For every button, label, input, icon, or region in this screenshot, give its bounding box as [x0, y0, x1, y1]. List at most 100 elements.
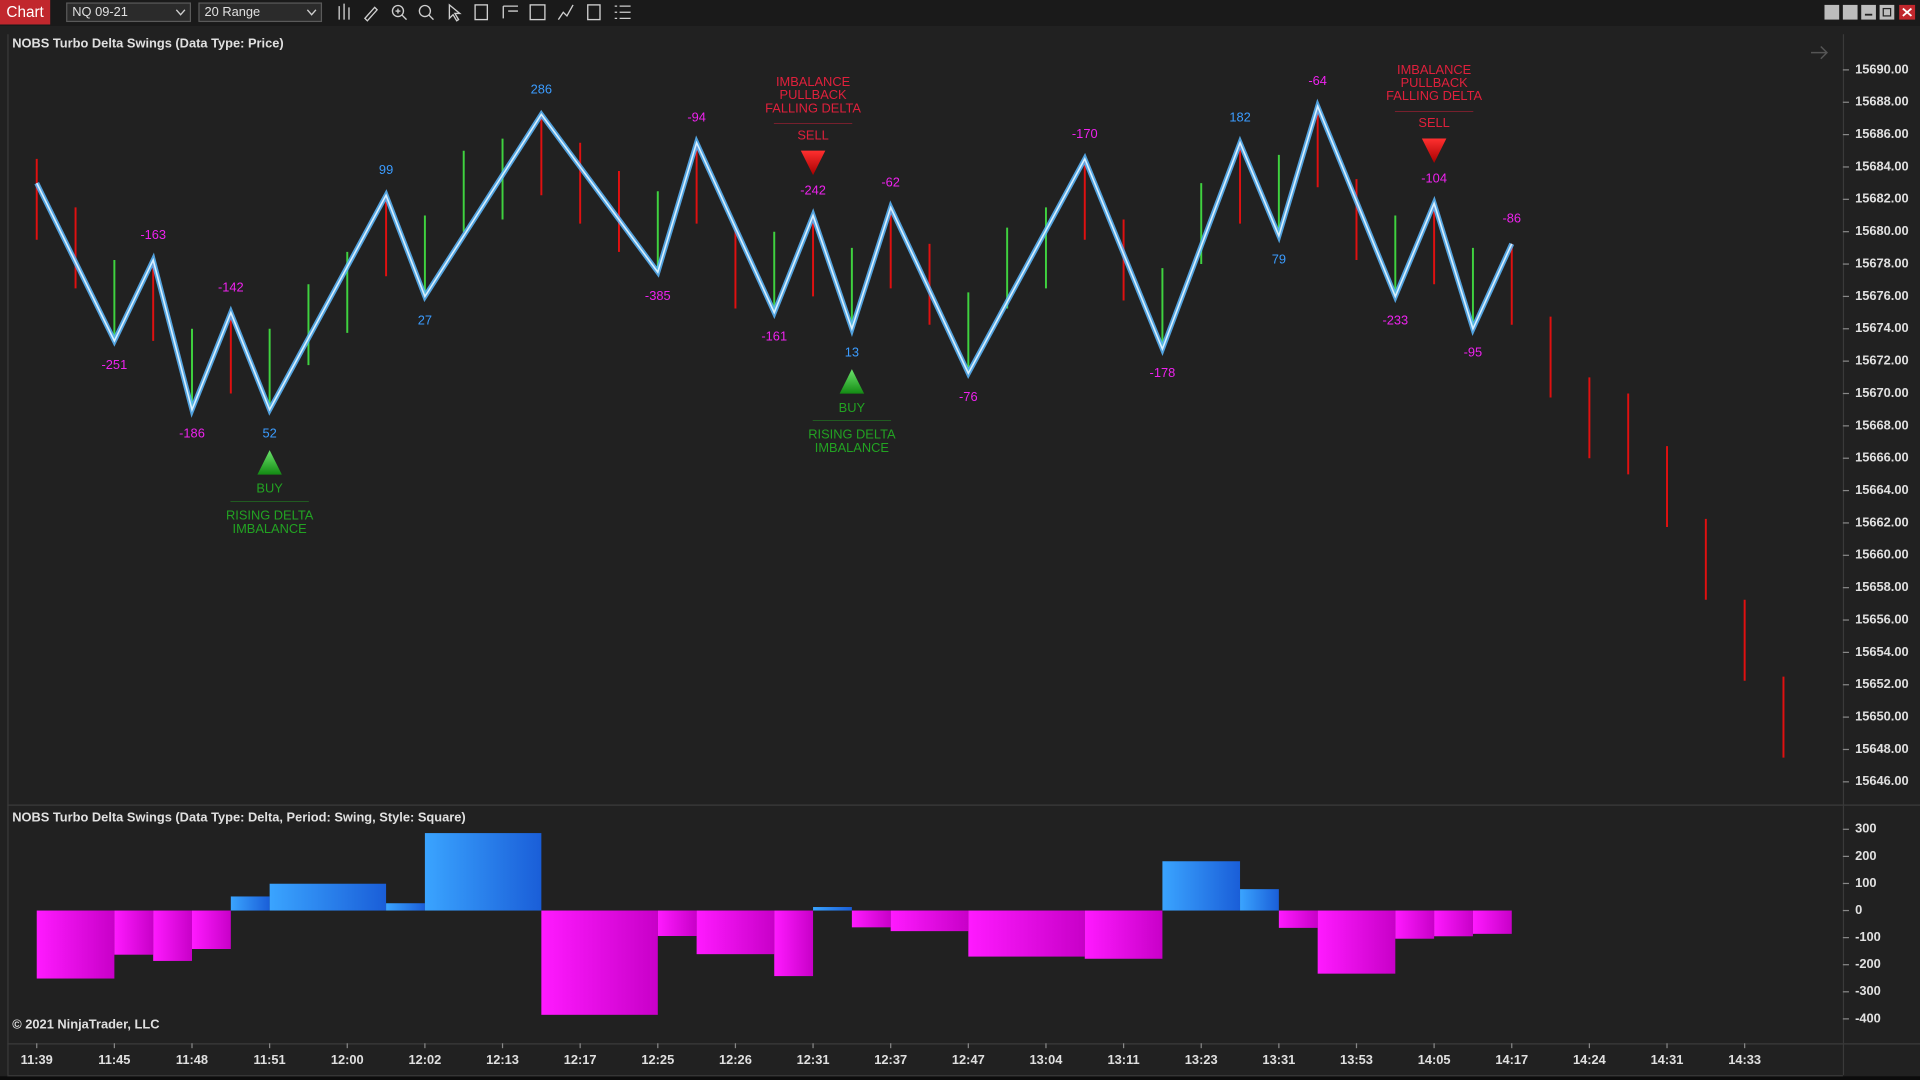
x-tick-label: 13:04	[1030, 1052, 1064, 1067]
x-tick-label: 11:39	[21, 1052, 53, 1067]
bar-type-text: 20 Range	[204, 4, 260, 19]
x-tick-label: 11:51	[254, 1052, 286, 1067]
signal-text: FALLING DELTA	[1386, 88, 1482, 103]
swing-delta-label: -385	[645, 288, 671, 303]
tile-button[interactable]	[1824, 4, 1840, 20]
delta-bar	[1084, 910, 1163, 959]
y-tick-label: 15652.00	[1855, 676, 1909, 691]
x-tick-label: 12:17	[564, 1052, 597, 1067]
strategies-icon[interactable]	[557, 4, 574, 20]
zoom-in-icon[interactable]	[391, 4, 405, 18]
data-box-icon[interactable]	[474, 4, 489, 21]
y-tick-label: 15648.00	[1855, 741, 1909, 756]
y-tick-label: 15680.00	[1855, 223, 1909, 238]
swing-delta-label: -161	[761, 328, 787, 343]
delta-bar	[813, 907, 852, 911]
swing-delta-label: -95	[1464, 345, 1483, 360]
swing-delta-label: 13	[845, 345, 859, 360]
delta-bar	[153, 910, 192, 961]
window-controls	[1824, 4, 1916, 20]
delta-bar	[774, 910, 814, 977]
y-tick-label: 15664.00	[1855, 482, 1909, 497]
bars-icon[interactable]	[338, 3, 350, 20]
x-tick-label: 12:13	[486, 1052, 519, 1067]
x-tick-label: 12:25	[641, 1052, 674, 1067]
y-tick-label: 15690.00	[1855, 61, 1909, 76]
y-tick-label: 15668.00	[1855, 417, 1909, 432]
swing-delta-label: -142	[218, 279, 244, 294]
x-tick-label: 12:31	[797, 1052, 830, 1067]
swing-delta-label: -163	[140, 227, 166, 242]
x-tick-label: 14:33	[1728, 1052, 1761, 1067]
x-tick-label: 12:47	[952, 1052, 985, 1067]
x-tick-label: 14:24	[1573, 1052, 1607, 1067]
swing-delta-label: -170	[1072, 126, 1098, 141]
maximize-button[interactable]	[1879, 4, 1895, 20]
y-tick-label: -200	[1855, 956, 1881, 971]
signal-arrow	[839, 369, 865, 394]
bar-type-select[interactable]	[198, 2, 323, 23]
app-label: Chart	[6, 4, 44, 21]
x-tick-label: 13:11	[1108, 1052, 1140, 1067]
swing-delta-label: 52	[262, 426, 276, 441]
minimize-button[interactable]	[1861, 4, 1876, 20]
swing-delta-label: -251	[102, 357, 128, 372]
x-tick-label: 12:00	[331, 1052, 364, 1067]
signal-type: BUY	[839, 400, 866, 415]
y-tick-label: 15662.00	[1855, 514, 1909, 529]
zoom-in-detail	[395, 8, 408, 21]
swing-delta-label: -186	[179, 426, 205, 441]
y-tick-label: -400	[1855, 1010, 1881, 1025]
list-icon[interactable]	[614, 5, 631, 20]
signal-text: FALLING DELTA	[765, 100, 861, 115]
close-glyph	[1902, 7, 1913, 17]
y-tick-label: 15686.00	[1855, 126, 1909, 141]
x-tick-label: 13:53	[1340, 1052, 1373, 1067]
maximize-glyph	[1882, 7, 1892, 17]
draw-icon[interactable]	[363, 6, 379, 22]
y-tick-label: 15658.00	[1855, 579, 1909, 594]
zoom-out-icon[interactable]	[418, 4, 432, 18]
delta-bar	[968, 910, 1085, 957]
swing-delta-label: -242	[800, 182, 826, 197]
y-tick-label: 15656.00	[1855, 611, 1909, 626]
signal-arrow	[1421, 138, 1447, 163]
delta-bar	[1472, 910, 1512, 934]
instrument-text: NQ 09-21	[72, 4, 128, 19]
delta-bar	[1162, 861, 1241, 911]
delta-bar	[386, 903, 425, 911]
swing-delta-label: 182	[1229, 110, 1250, 125]
x-tick-label: 14:17	[1495, 1052, 1528, 1067]
delta-bar	[657, 910, 697, 937]
x-tick-label: 12:02	[408, 1052, 441, 1067]
swing-delta-label: 99	[379, 162, 393, 177]
swing-delta-label: -94	[687, 110, 706, 125]
y-tick-label: 15672.00	[1855, 353, 1909, 368]
scroll-arrow[interactable]	[1811, 46, 1828, 60]
x-tick-label: 11:45	[98, 1052, 130, 1067]
chevron	[175, 9, 186, 16]
y-tick-label: 15666.00	[1855, 450, 1909, 465]
y-tick-label: -100	[1855, 929, 1881, 944]
y-tick-label: 15684.00	[1855, 158, 1909, 173]
y-tick-label: 15654.00	[1855, 644, 1909, 659]
swing-delta-label: -178	[1150, 365, 1176, 380]
y-tick-label: 200	[1855, 848, 1876, 863]
scale-icon[interactable]	[502, 5, 518, 19]
indicators-icon[interactable]	[529, 4, 546, 21]
properties-icon[interactable]	[587, 4, 601, 21]
pointer-icon[interactable]	[448, 3, 462, 22]
swing-delta-label: -233	[1382, 312, 1408, 327]
tile-button[interactable]	[1842, 4, 1858, 20]
signal-text: IMBALANCE	[1397, 62, 1472, 77]
signal-text: RISING DELTA	[808, 427, 896, 442]
instrument-select[interactable]	[66, 2, 192, 23]
y-tick-label: 15650.00	[1855, 709, 1909, 724]
y-tick-label: 300	[1855, 821, 1876, 836]
copyright: © 2021 NinjaTrader, LLC	[12, 1016, 159, 1031]
signal-text: IMBALANCE	[776, 74, 851, 89]
delta-bar	[851, 910, 891, 928]
app-tab[interactable]	[0, 0, 51, 25]
